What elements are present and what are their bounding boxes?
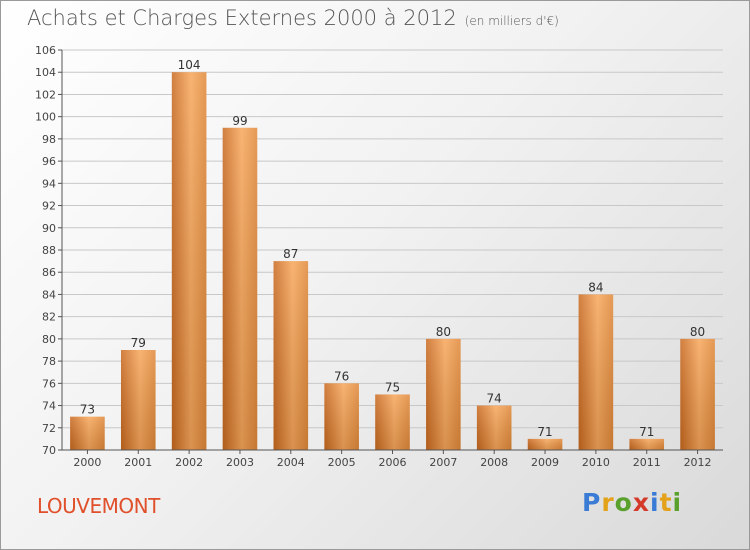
y-tick-label: 94: [42, 177, 56, 190]
data-label: 71: [639, 425, 654, 439]
bar-shade: [171, 72, 207, 450]
x-tick-label: 2004: [277, 456, 305, 469]
logo-letter: t: [659, 488, 673, 517]
data-label: 84: [588, 280, 603, 294]
y-tick-label: 106: [35, 44, 56, 57]
bar-shade: [273, 261, 309, 450]
y-tick-label: 86: [42, 266, 56, 279]
bars: 73 79 104 99 87 76 75 80 74 71 84 71 80: [70, 58, 715, 451]
y-tick-label: 90: [42, 222, 56, 235]
data-label: 104: [178, 58, 201, 72]
y-tick-label: 104: [35, 66, 56, 79]
data-label: 99: [232, 114, 247, 128]
y-tick-label: 84: [42, 288, 56, 301]
chart-title: Achats et Charges Externes 2000 à 2012 (e…: [27, 6, 559, 30]
y-tick-label: 96: [42, 155, 56, 168]
bar-shade: [375, 394, 410, 450]
commune-name: LOUVEMONT: [37, 494, 160, 518]
y-axis: 70 72 74 76 78 80 82 84 86 88 90 92 94 96 98 100 102 104 1…: [35, 44, 63, 457]
bar-shade: [476, 405, 512, 450]
x-tick-label: 2012: [684, 456, 712, 469]
title-text: Achats et Charges Externes 2000 à 2012: [27, 6, 457, 30]
y-tick-label: 92: [42, 200, 56, 213]
y-tick-label: 98: [42, 133, 56, 146]
data-label: 75: [385, 380, 400, 394]
data-label: 80: [436, 325, 451, 339]
bar-shade: [680, 338, 715, 450]
bar-shade: [120, 350, 156, 450]
logo-letter: P: [582, 488, 602, 517]
data-label: 79: [131, 336, 146, 350]
x-tick-label: 2009: [531, 456, 559, 469]
x-axis: 2000 2001 2002 2003 2004 2005 2006 2007 2008 2009…: [62, 449, 723, 469]
x-tick-label: 2003: [226, 456, 254, 469]
bar-shade: [426, 338, 461, 450]
x-tick-label: 2001: [124, 456, 152, 469]
logo-letter: x: [632, 488, 650, 517]
logo-letter: o: [614, 488, 633, 517]
x-tick-label: 2000: [73, 456, 101, 469]
data-label: 73: [80, 403, 95, 417]
bar-shade: [70, 416, 105, 450]
bar-shade: [324, 383, 359, 450]
bar-shade: [222, 127, 258, 451]
x-tick-label: 2008: [480, 456, 508, 469]
y-tick-label: 70: [42, 444, 56, 457]
y-tick-label: 100: [35, 111, 56, 124]
data-label: 80: [690, 325, 705, 339]
x-tick-label: 2007: [429, 456, 457, 469]
bar-shade: [578, 294, 614, 450]
proxiti-logo: Proxiti: [582, 488, 682, 517]
x-tick-label: 2011: [633, 456, 661, 469]
x-tick-label: 2002: [175, 456, 203, 469]
unit-label: (en milliers d'€): [464, 14, 559, 28]
y-tick-label: 72: [42, 422, 56, 435]
data-label: 87: [283, 247, 298, 261]
y-tick-label: 102: [35, 88, 56, 101]
logo-letter: i: [672, 488, 683, 517]
x-tick-label: 2006: [379, 456, 407, 469]
bar-shade: [527, 438, 563, 450]
y-tick-label: 82: [42, 311, 56, 324]
y-tick-label: 88: [42, 244, 56, 257]
x-tick-label: 2005: [328, 456, 356, 469]
logo-letter: r: [601, 488, 615, 517]
data-label: 71: [537, 425, 552, 439]
data-label: 76: [334, 369, 349, 383]
data-label: 74: [487, 392, 502, 406]
y-tick-label: 78: [42, 355, 56, 368]
y-tick-label: 74: [42, 400, 56, 413]
bar-shade: [629, 438, 665, 450]
y-tick-label: 76: [42, 377, 56, 390]
y-tick-label: 80: [42, 333, 56, 346]
logo-letter: i: [650, 488, 660, 517]
x-tick-label: 2010: [582, 456, 610, 469]
